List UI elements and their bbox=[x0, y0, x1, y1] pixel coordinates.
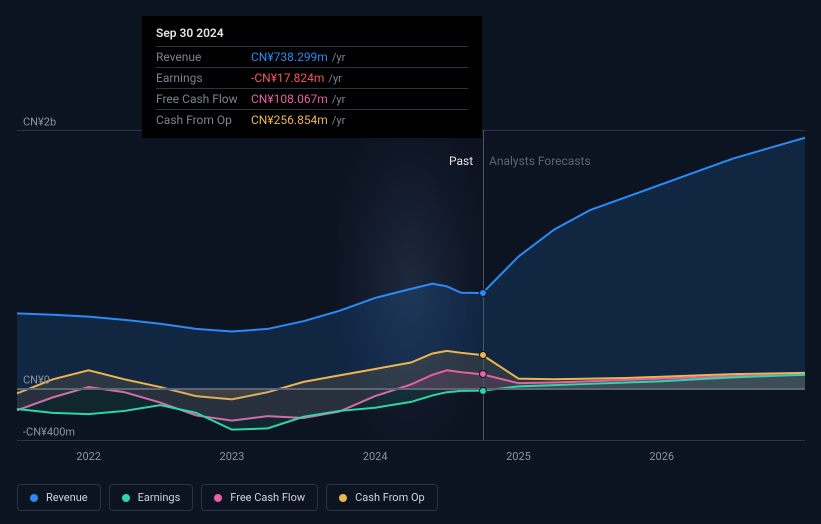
y-axis-label: CN¥2b bbox=[23, 116, 56, 129]
tooltip-row: Earnings-CN¥17.824m/yr bbox=[156, 67, 468, 88]
chart-area[interactable]: CN¥2bCN¥0-CN¥400m Past Analysts Forecast… bbox=[17, 130, 805, 440]
legend-label: Earnings bbox=[138, 491, 181, 504]
legend-item-free-cash-flow[interactable]: Free Cash Flow bbox=[201, 484, 318, 511]
past-label: Past bbox=[449, 154, 473, 168]
legend-label: Cash From Op bbox=[355, 491, 425, 504]
legend-item-earnings[interactable]: Earnings bbox=[109, 484, 194, 511]
y-axis-label: -CN¥400m bbox=[23, 426, 75, 439]
legend-item-revenue[interactable]: Revenue bbox=[17, 484, 101, 511]
legend-label: Revenue bbox=[46, 491, 88, 504]
x-axis-label: 2022 bbox=[76, 450, 101, 463]
gridline bbox=[17, 388, 805, 390]
legend-item-cash-from-op[interactable]: Cash From Op bbox=[326, 484, 438, 511]
tooltip-label: Revenue bbox=[156, 50, 251, 64]
gridline bbox=[17, 440, 805, 441]
legend-dot-icon bbox=[122, 494, 130, 502]
tooltip-label: Free Cash Flow bbox=[156, 92, 251, 106]
x-axis: 2022 2023 2024 2025 2026 bbox=[17, 450, 805, 470]
tooltip-row: Cash From OpCN¥256.854m/yr bbox=[156, 109, 468, 130]
legend: Revenue Earnings Free Cash Flow Cash From O… bbox=[17, 484, 438, 511]
legend-dot-icon bbox=[214, 494, 222, 502]
tooltip-value: CN¥738.299m bbox=[251, 50, 328, 64]
tooltip-label: Cash From Op bbox=[156, 113, 251, 127]
tooltip-unit: /yr bbox=[332, 51, 345, 64]
tooltip-unit: /yr bbox=[328, 72, 341, 85]
x-axis-label: 2026 bbox=[649, 450, 674, 463]
legend-dot-icon bbox=[30, 494, 38, 502]
x-axis-label: 2025 bbox=[506, 450, 531, 463]
forecast-label: Analysts Forecasts bbox=[489, 154, 591, 168]
x-axis-label: 2024 bbox=[363, 450, 388, 463]
legend-dot-icon bbox=[339, 494, 347, 502]
marker-free_cash_flow bbox=[479, 370, 487, 378]
tooltip-value: -CN¥17.824m bbox=[251, 71, 324, 85]
marker-cash_from_op bbox=[479, 351, 487, 359]
tooltip-row: RevenueCN¥738.299m/yr bbox=[156, 46, 468, 67]
tooltip-unit: /yr bbox=[332, 93, 345, 106]
tooltip-unit: /yr bbox=[332, 114, 345, 127]
chart-svg bbox=[17, 130, 805, 440]
legend-label: Free Cash Flow bbox=[230, 491, 305, 504]
marker-earnings bbox=[479, 387, 487, 395]
tooltip-value: CN¥108.067m bbox=[251, 92, 328, 106]
tooltip: Sep 30 2024 RevenueCN¥738.299m/yrEarning… bbox=[142, 16, 482, 138]
x-axis-label: 2023 bbox=[220, 450, 245, 463]
marker-revenue bbox=[479, 289, 487, 297]
tooltip-label: Earnings bbox=[156, 71, 251, 85]
y-axis-label: CN¥0 bbox=[23, 374, 50, 387]
tooltip-row: Free Cash FlowCN¥108.067m/yr bbox=[156, 88, 468, 109]
tooltip-value: CN¥256.854m bbox=[251, 113, 328, 127]
tooltip-title: Sep 30 2024 bbox=[156, 26, 468, 46]
